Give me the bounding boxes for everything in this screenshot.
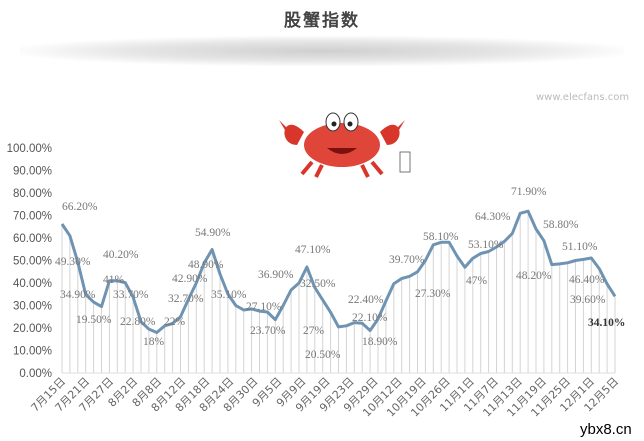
y-tick-label: 20.00% xyxy=(13,323,52,335)
data-label: 32.70% xyxy=(168,293,204,305)
y-tick-label: 80.00% xyxy=(13,188,52,200)
data-label: 42.90% xyxy=(172,273,208,285)
y-tick-label: 60.00% xyxy=(13,233,52,245)
chart-title: 股蟹指数 xyxy=(284,11,360,31)
data-label: 35.10% xyxy=(211,289,247,301)
data-label: 39.60% xyxy=(570,294,606,306)
y-tick-label: 30.00% xyxy=(13,301,52,313)
data-label: 46.40% xyxy=(569,274,605,286)
data-label: 48.20% xyxy=(516,270,552,282)
crab-illustration xyxy=(279,112,411,178)
watermark-site: ybx8.cn xyxy=(580,421,632,438)
data-label: 47.10% xyxy=(295,244,331,256)
data-label: 22.40% xyxy=(348,294,384,306)
data-label: 71.90% xyxy=(511,186,547,198)
data-label: 20.50% xyxy=(305,349,341,361)
y-tick-label: 10.00% xyxy=(13,346,52,358)
data-label: 18% xyxy=(143,336,165,348)
data-label: 27% xyxy=(303,325,325,337)
data-label: 19.50% xyxy=(76,314,112,326)
data-label: 48.90% xyxy=(188,259,224,271)
data-label: 22.10% xyxy=(352,312,388,324)
data-label: 49.30% xyxy=(55,256,91,268)
watermark-url: www.elecfans.com xyxy=(536,92,630,103)
y-tick-label: 50.00% xyxy=(13,256,52,268)
data-label: 27.30% xyxy=(415,288,451,300)
data-label: 51.10% xyxy=(562,241,598,253)
data-label: 47% xyxy=(466,275,488,287)
data-label: 53.10% xyxy=(468,239,504,251)
data-label: 39.70% xyxy=(389,254,425,266)
data-label: 41% xyxy=(103,274,125,286)
data-label: 22% xyxy=(164,316,186,328)
y-tick-label: 0.00% xyxy=(19,368,52,380)
y-tick-label: 100.00% xyxy=(7,143,52,155)
data-label: 36.90% xyxy=(258,269,294,281)
y-tick-label: 40.00% xyxy=(13,278,52,290)
data-label: 40.20% xyxy=(103,249,139,261)
y-tick-label: 90.00% xyxy=(13,166,52,178)
data-label: 34.10% xyxy=(588,317,625,329)
data-label: 66.20% xyxy=(62,201,98,213)
data-label: 58.10% xyxy=(423,231,459,243)
data-label: 22.80% xyxy=(120,316,156,328)
data-label: 32.50% xyxy=(300,278,336,290)
data-label: 64.30% xyxy=(475,211,511,223)
data-label: 23.70% xyxy=(250,325,286,337)
data-label: 33.70% xyxy=(113,289,149,301)
data-label: 34.90% xyxy=(60,289,96,301)
y-tick-label: 70.00% xyxy=(13,211,52,223)
title-shadow-band xyxy=(20,36,624,66)
data-label: 18.90% xyxy=(362,336,398,348)
data-label: 58.80% xyxy=(543,219,579,231)
data-label: 54.90% xyxy=(195,227,231,239)
data-label: 27.10% xyxy=(246,301,282,313)
series-line xyxy=(60,209,617,334)
